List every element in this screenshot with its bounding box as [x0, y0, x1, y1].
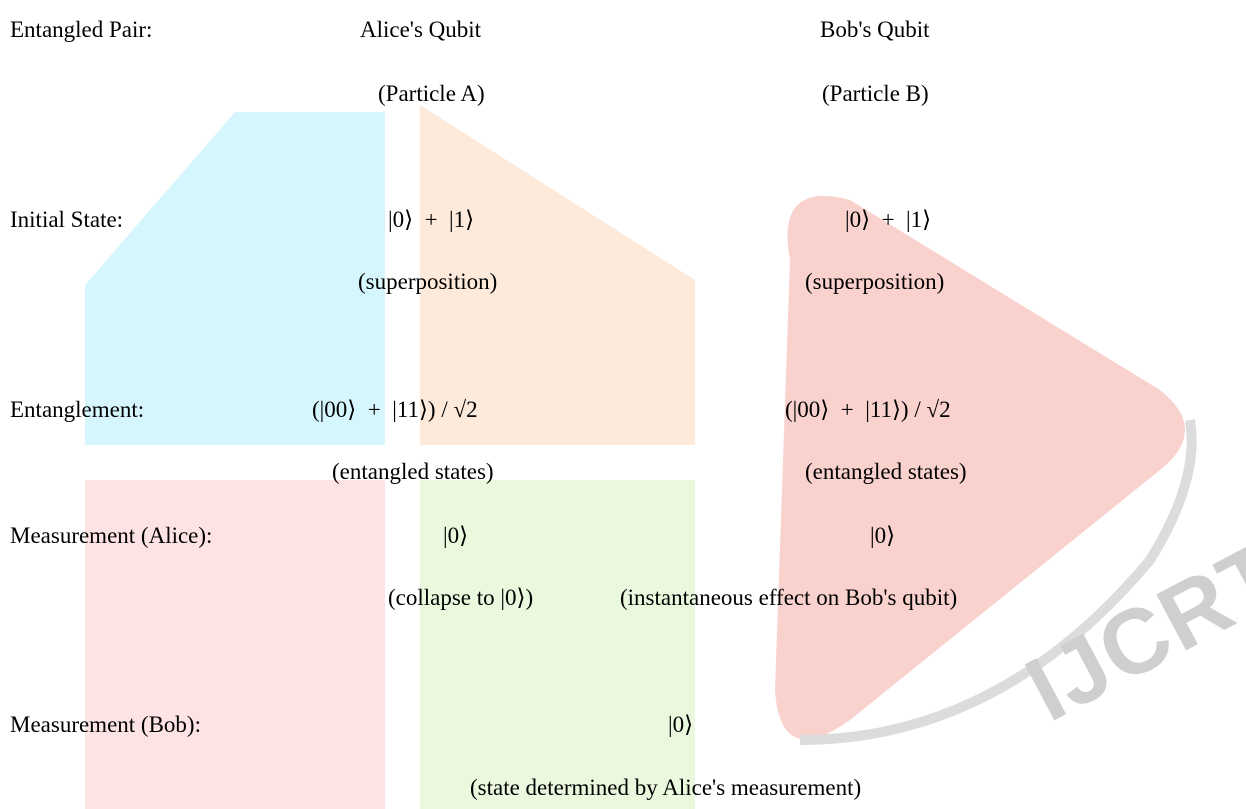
bob-cell: |0⟩ + |1⟩	[845, 207, 932, 232]
alice-cell: |0⟩	[443, 523, 469, 548]
bob-cell: Bob's Qubit	[820, 17, 930, 42]
bob-note: (Particle B)	[822, 81, 929, 106]
row-label: Entanglement:	[10, 397, 145, 422]
alice-note: (superposition)	[358, 269, 498, 294]
bob-cell: (|00⟩ + |11⟩) / √2	[785, 397, 951, 422]
watermark-shape	[420, 105, 695, 445]
row-label: Measurement (Bob):	[10, 712, 201, 737]
watermark-shape	[85, 112, 385, 445]
bob-cell: |0⟩	[668, 712, 694, 737]
watermark-shape	[85, 480, 385, 809]
bob-cell: |0⟩	[870, 523, 896, 548]
alice-cell: (|00⟩ + |11⟩) / √2	[312, 397, 478, 422]
alice-cell: |0⟩ + |1⟩	[388, 207, 475, 232]
row-label: Measurement (Alice):	[10, 523, 213, 548]
row-label: Entangled Pair:	[10, 17, 153, 42]
alice-note: (entangled states)	[332, 459, 494, 484]
watermark-shape	[775, 196, 1185, 740]
bob-note: (entangled states)	[805, 459, 967, 484]
alice-cell: Alice's Qubit	[360, 17, 482, 42]
row-label: Initial State:	[10, 207, 124, 232]
alice-note: (collapse to |0⟩)	[388, 585, 534, 610]
bob-note: (superposition)	[805, 269, 945, 294]
bob-note: (instantaneous effect on Bob's qubit)	[620, 585, 958, 610]
watermark-swoosh	[799, 419, 1197, 745]
bob-note: (state determined by Alice's measurement…	[470, 775, 862, 800]
watermark-shape	[420, 480, 695, 809]
alice-note: (Particle A)	[378, 81, 485, 106]
